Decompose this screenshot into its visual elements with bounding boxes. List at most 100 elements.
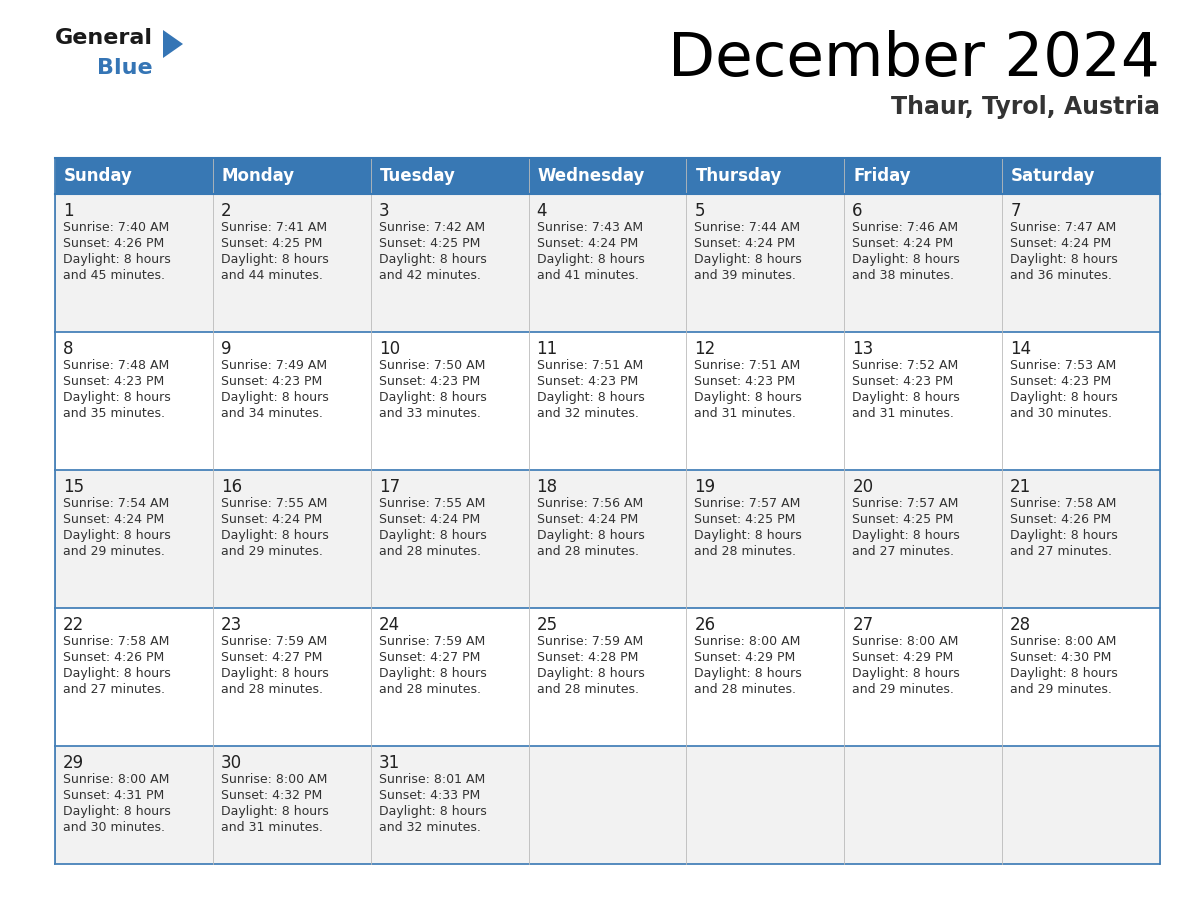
Text: Sunset: 4:31 PM: Sunset: 4:31 PM bbox=[63, 789, 164, 802]
Text: Daylight: 8 hours: Daylight: 8 hours bbox=[852, 391, 960, 404]
Text: Thursday: Thursday bbox=[695, 167, 782, 185]
Text: Daylight: 8 hours: Daylight: 8 hours bbox=[1010, 391, 1118, 404]
Text: Sunset: 4:23 PM: Sunset: 4:23 PM bbox=[379, 375, 480, 388]
Text: and 39 minutes.: and 39 minutes. bbox=[695, 269, 796, 282]
Text: Sunset: 4:23 PM: Sunset: 4:23 PM bbox=[1010, 375, 1112, 388]
Text: 30: 30 bbox=[221, 754, 242, 772]
Text: 21: 21 bbox=[1010, 478, 1031, 496]
Text: Sunrise: 7:57 AM: Sunrise: 7:57 AM bbox=[852, 497, 959, 510]
Text: Sunrise: 7:58 AM: Sunrise: 7:58 AM bbox=[63, 635, 170, 648]
Text: Sunrise: 7:44 AM: Sunrise: 7:44 AM bbox=[695, 221, 801, 234]
Text: Sunset: 4:24 PM: Sunset: 4:24 PM bbox=[63, 513, 164, 526]
Text: Sunset: 4:25 PM: Sunset: 4:25 PM bbox=[852, 513, 954, 526]
Text: 9: 9 bbox=[221, 340, 232, 358]
Text: Daylight: 8 hours: Daylight: 8 hours bbox=[695, 253, 802, 266]
Text: and 32 minutes.: and 32 minutes. bbox=[379, 821, 481, 834]
Text: Blue: Blue bbox=[97, 58, 152, 78]
Text: Daylight: 8 hours: Daylight: 8 hours bbox=[379, 529, 486, 542]
Text: Sunset: 4:24 PM: Sunset: 4:24 PM bbox=[1010, 237, 1112, 250]
Text: Daylight: 8 hours: Daylight: 8 hours bbox=[852, 529, 960, 542]
Text: Daylight: 8 hours: Daylight: 8 hours bbox=[537, 667, 644, 680]
Text: Sunset: 4:25 PM: Sunset: 4:25 PM bbox=[379, 237, 480, 250]
Text: and 28 minutes.: and 28 minutes. bbox=[379, 683, 481, 696]
Text: Daylight: 8 hours: Daylight: 8 hours bbox=[695, 529, 802, 542]
Text: Sunset: 4:23 PM: Sunset: 4:23 PM bbox=[221, 375, 322, 388]
Text: Sunset: 4:27 PM: Sunset: 4:27 PM bbox=[379, 651, 480, 664]
Text: Sunset: 4:24 PM: Sunset: 4:24 PM bbox=[537, 513, 638, 526]
Text: Sunrise: 7:43 AM: Sunrise: 7:43 AM bbox=[537, 221, 643, 234]
Text: and 44 minutes.: and 44 minutes. bbox=[221, 269, 323, 282]
Text: Sunrise: 8:00 AM: Sunrise: 8:00 AM bbox=[221, 773, 327, 786]
Text: Daylight: 8 hours: Daylight: 8 hours bbox=[852, 253, 960, 266]
Text: Thaur, Tyrol, Austria: Thaur, Tyrol, Austria bbox=[891, 95, 1159, 119]
Text: Daylight: 8 hours: Daylight: 8 hours bbox=[379, 391, 486, 404]
Text: 15: 15 bbox=[63, 478, 84, 496]
Text: Sunset: 4:24 PM: Sunset: 4:24 PM bbox=[221, 513, 322, 526]
Text: Daylight: 8 hours: Daylight: 8 hours bbox=[221, 805, 329, 818]
Text: 22: 22 bbox=[63, 616, 84, 634]
Bar bbox=[55, 608, 1159, 746]
Text: Sunrise: 7:50 AM: Sunrise: 7:50 AM bbox=[379, 359, 485, 372]
Text: Sunset: 4:24 PM: Sunset: 4:24 PM bbox=[852, 237, 954, 250]
Text: December 2024: December 2024 bbox=[668, 30, 1159, 89]
Text: Sunset: 4:25 PM: Sunset: 4:25 PM bbox=[695, 513, 796, 526]
Text: Sunset: 4:29 PM: Sunset: 4:29 PM bbox=[852, 651, 954, 664]
Text: Sunset: 4:23 PM: Sunset: 4:23 PM bbox=[695, 375, 796, 388]
Text: 31: 31 bbox=[379, 754, 400, 772]
Text: and 27 minutes.: and 27 minutes. bbox=[1010, 545, 1112, 558]
Text: and 42 minutes.: and 42 minutes. bbox=[379, 269, 481, 282]
Text: Sunset: 4:33 PM: Sunset: 4:33 PM bbox=[379, 789, 480, 802]
Text: and 35 minutes.: and 35 minutes. bbox=[63, 407, 165, 420]
Text: Sunrise: 8:00 AM: Sunrise: 8:00 AM bbox=[1010, 635, 1117, 648]
Text: Daylight: 8 hours: Daylight: 8 hours bbox=[221, 667, 329, 680]
Text: and 28 minutes.: and 28 minutes. bbox=[695, 545, 796, 558]
Text: and 28 minutes.: and 28 minutes. bbox=[537, 683, 639, 696]
Text: Sunrise: 7:47 AM: Sunrise: 7:47 AM bbox=[1010, 221, 1117, 234]
Text: and 30 minutes.: and 30 minutes. bbox=[63, 821, 165, 834]
Text: 24: 24 bbox=[379, 616, 400, 634]
Text: 5: 5 bbox=[695, 202, 704, 220]
Text: 10: 10 bbox=[379, 340, 400, 358]
Text: 29: 29 bbox=[63, 754, 84, 772]
Text: and 29 minutes.: and 29 minutes. bbox=[852, 683, 954, 696]
Bar bbox=[213, 158, 371, 194]
Text: 17: 17 bbox=[379, 478, 400, 496]
Text: Daylight: 8 hours: Daylight: 8 hours bbox=[695, 391, 802, 404]
Text: Daylight: 8 hours: Daylight: 8 hours bbox=[63, 253, 171, 266]
Text: Sunrise: 7:59 AM: Sunrise: 7:59 AM bbox=[537, 635, 643, 648]
Text: Sunrise: 8:00 AM: Sunrise: 8:00 AM bbox=[63, 773, 170, 786]
Text: and 31 minutes.: and 31 minutes. bbox=[221, 821, 323, 834]
Text: Saturday: Saturday bbox=[1011, 167, 1095, 185]
Text: Friday: Friday bbox=[853, 167, 911, 185]
Text: 27: 27 bbox=[852, 616, 873, 634]
Text: 20: 20 bbox=[852, 478, 873, 496]
Text: Sunrise: 7:59 AM: Sunrise: 7:59 AM bbox=[379, 635, 485, 648]
Text: Daylight: 8 hours: Daylight: 8 hours bbox=[695, 667, 802, 680]
Text: 25: 25 bbox=[537, 616, 557, 634]
Text: and 33 minutes.: and 33 minutes. bbox=[379, 407, 481, 420]
Text: 4: 4 bbox=[537, 202, 546, 220]
Bar bbox=[55, 158, 213, 194]
Bar bbox=[55, 194, 1159, 332]
Text: Sunset: 4:24 PM: Sunset: 4:24 PM bbox=[695, 237, 796, 250]
Text: Sunrise: 7:52 AM: Sunrise: 7:52 AM bbox=[852, 359, 959, 372]
Text: Sunset: 4:23 PM: Sunset: 4:23 PM bbox=[852, 375, 954, 388]
Text: Daylight: 8 hours: Daylight: 8 hours bbox=[379, 253, 486, 266]
Text: 19: 19 bbox=[695, 478, 715, 496]
Text: Daylight: 8 hours: Daylight: 8 hours bbox=[63, 667, 171, 680]
Text: 14: 14 bbox=[1010, 340, 1031, 358]
Text: Tuesday: Tuesday bbox=[380, 167, 455, 185]
Text: and 29 minutes.: and 29 minutes. bbox=[63, 545, 165, 558]
Text: 2: 2 bbox=[221, 202, 232, 220]
Text: Sunset: 4:23 PM: Sunset: 4:23 PM bbox=[537, 375, 638, 388]
Text: Sunrise: 7:48 AM: Sunrise: 7:48 AM bbox=[63, 359, 169, 372]
Text: Monday: Monday bbox=[222, 167, 295, 185]
Text: Daylight: 8 hours: Daylight: 8 hours bbox=[221, 529, 329, 542]
Text: Daylight: 8 hours: Daylight: 8 hours bbox=[1010, 667, 1118, 680]
Text: and 28 minutes.: and 28 minutes. bbox=[537, 545, 639, 558]
Text: and 38 minutes.: and 38 minutes. bbox=[852, 269, 954, 282]
Text: Sunrise: 7:55 AM: Sunrise: 7:55 AM bbox=[221, 497, 327, 510]
Text: Sunrise: 7:57 AM: Sunrise: 7:57 AM bbox=[695, 497, 801, 510]
Text: and 28 minutes.: and 28 minutes. bbox=[221, 683, 323, 696]
Text: 3: 3 bbox=[379, 202, 390, 220]
